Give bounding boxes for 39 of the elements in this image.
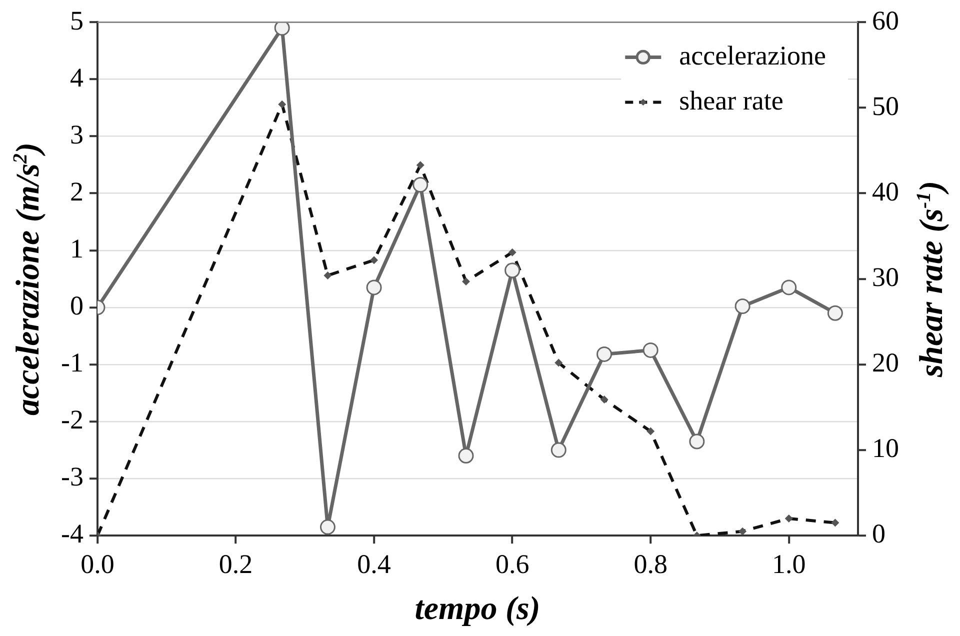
y-tick-label: 3	[70, 119, 84, 150]
y-tick-label: -1	[60, 348, 84, 378]
y-tick-label: 5	[70, 5, 84, 36]
x-axis-title: tempo (s)	[414, 591, 540, 628]
x-tick-label: 0.4	[357, 548, 392, 579]
y-tick-label: -4	[60, 518, 84, 549]
y2-tick-label: 30	[872, 262, 899, 292]
y-tick-label: 1	[70, 233, 84, 264]
point	[550, 442, 566, 458]
y-tick-label: -2	[60, 404, 84, 435]
y2-tick-label: 40	[872, 176, 899, 206]
y2-tick-label: 0	[872, 518, 886, 549]
y-tick-label: 2	[70, 176, 84, 206]
point	[274, 22, 290, 36]
y-tick-label: -3	[60, 462, 84, 492]
point	[412, 177, 428, 193]
x-tick-label: 0.2	[218, 548, 253, 579]
y-tick-label: 0	[70, 290, 84, 321]
x-tick-label: 0.0	[80, 548, 114, 579]
y2-tick-label: 60	[872, 5, 899, 36]
legend-label: shear rate	[679, 85, 784, 116]
point	[596, 346, 612, 362]
point	[504, 262, 520, 278]
point	[320, 519, 336, 535]
y2-tick-label: 20	[872, 348, 899, 378]
y2-tick-label: 10	[872, 433, 899, 464]
y2-tick-label: 50	[872, 90, 899, 121]
x-tick-label: 0.8	[634, 548, 668, 579]
x-tick-label: 1.0	[772, 548, 806, 579]
point	[827, 305, 843, 321]
point	[458, 448, 474, 464]
point	[642, 342, 658, 358]
point	[781, 280, 797, 296]
point	[366, 280, 382, 296]
x-tick-label: 0.6	[495, 548, 530, 579]
y-tick-label: 4	[70, 62, 84, 92]
legend-label: accelerazione	[679, 40, 826, 70]
point	[734, 298, 750, 314]
point	[689, 434, 705, 450]
